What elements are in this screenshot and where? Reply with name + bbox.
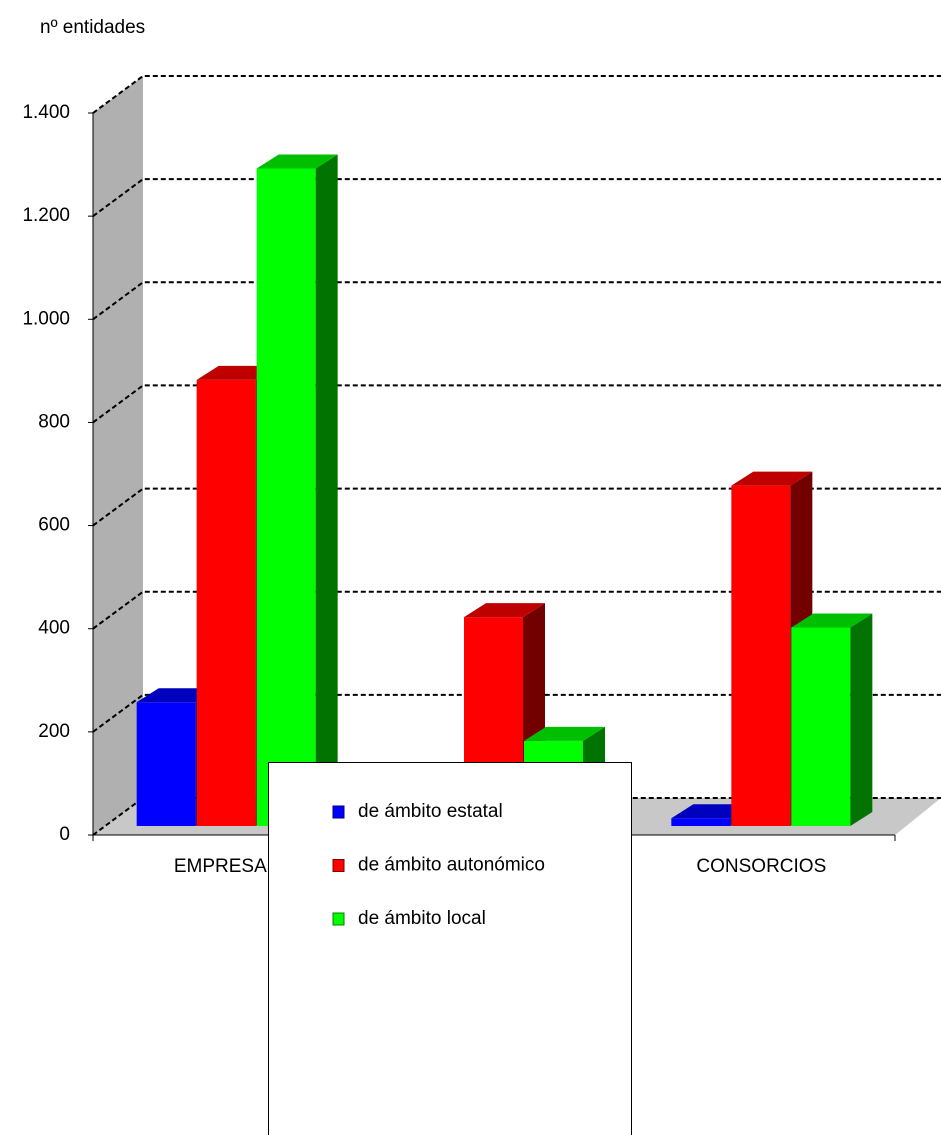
bar-front bbox=[256, 168, 316, 826]
legend-label: de ámbito estatal bbox=[358, 801, 503, 822]
bar-front bbox=[791, 627, 851, 826]
grid-line bbox=[92, 281, 941, 321]
y-tick-label: 1.000 bbox=[22, 308, 70, 329]
bar-front bbox=[136, 702, 196, 826]
y-tick-label: 200 bbox=[38, 721, 70, 742]
legend-swatch bbox=[332, 912, 345, 926]
legend-label: de ámbito autonómico bbox=[358, 855, 545, 876]
bar-top bbox=[256, 154, 338, 169]
legend-box bbox=[268, 762, 632, 1135]
bar-side bbox=[315, 154, 338, 826]
legend-label: de ámbito local bbox=[358, 908, 486, 929]
grid-line bbox=[92, 693, 941, 733]
grid-line bbox=[92, 384, 941, 424]
bar-front bbox=[731, 485, 791, 826]
bar bbox=[791, 613, 873, 826]
bar-top bbox=[524, 726, 605, 741]
grid-line bbox=[92, 590, 941, 630]
chart-title: nº entidades bbox=[40, 17, 145, 38]
grid-line bbox=[92, 75, 941, 114]
grid-line bbox=[92, 487, 941, 527]
bar-side bbox=[850, 613, 873, 826]
bar bbox=[256, 154, 338, 826]
y-tick-label: 0 bbox=[59, 824, 70, 845]
y-tick-label: 1.400 bbox=[22, 102, 70, 123]
y-tick-label: 800 bbox=[38, 411, 70, 432]
side-wall bbox=[93, 76, 143, 835]
y-tick-label: 1.200 bbox=[22, 205, 70, 226]
x-tick-label: CONSORCIOS bbox=[696, 856, 826, 877]
bar-top bbox=[791, 613, 873, 628]
bar-front bbox=[196, 379, 256, 826]
x-tick-label: EMPRESAS bbox=[174, 856, 280, 877]
legend-swatch bbox=[332, 859, 345, 872]
legend-swatch bbox=[332, 805, 345, 819]
y-tick-label: 400 bbox=[38, 618, 70, 639]
bar-top bbox=[464, 603, 545, 618]
bar-front bbox=[671, 818, 731, 826]
grid-line bbox=[92, 178, 941, 217]
bar-top bbox=[731, 471, 813, 486]
y-tick-label: 600 bbox=[38, 515, 70, 536]
grid-line bbox=[92, 797, 941, 836]
